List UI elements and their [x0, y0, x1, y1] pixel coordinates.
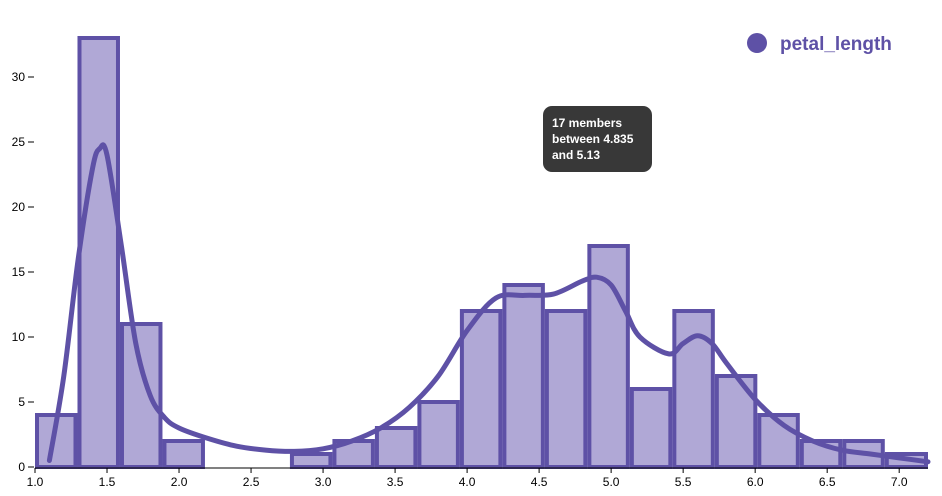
x-tick-label-12: 7.0	[891, 475, 908, 489]
histogram-bar-3[interactable]	[162, 439, 205, 469]
density-curve	[46, 142, 931, 465]
histogram-bar-1[interactable]	[77, 36, 120, 469]
x-tick-label-1: 1.5	[99, 475, 116, 489]
legend-label: petal_length	[780, 34, 892, 55]
y-tick-label-4: 20	[12, 200, 26, 214]
x-tick-label-8: 5.0	[603, 475, 620, 489]
x-tick-label-6: 4.0	[459, 475, 476, 489]
histogram-bar-2[interactable]	[119, 322, 163, 469]
y-axis: 0 5 10 15 20 25 30	[12, 70, 34, 474]
tooltip-line-1: 17 members	[552, 116, 622, 130]
x-tick-label-10: 6.0	[747, 475, 764, 489]
histogram-bar-6[interactable]	[289, 452, 333, 469]
y-tick-label-2: 10	[12, 330, 26, 344]
x-tick-label-2: 2.0	[171, 475, 188, 489]
x-tick-label-3: 2.5	[243, 475, 260, 489]
tooltip-line-3: and 5.13	[552, 148, 600, 162]
y-tick-label-5: 25	[12, 135, 26, 149]
x-tick-label-11: 6.5	[819, 475, 836, 489]
histogram-bar-11[interactable]	[502, 283, 545, 469]
x-tick-label-5: 3.5	[387, 475, 404, 489]
y-tick-label-0: 0	[18, 460, 25, 474]
histogram-bar-10[interactable]	[459, 309, 503, 469]
histogram-bar-9[interactable]	[417, 400, 460, 469]
x-tick-label-9: 5.5	[675, 475, 692, 489]
histogram-bar-15[interactable]	[672, 309, 715, 469]
y-tick-label-3: 15	[12, 265, 26, 279]
x-tick-label-4: 3.0	[315, 475, 332, 489]
y-tick-label-6: 30	[12, 70, 26, 84]
legend[interactable]: petal_length	[747, 33, 892, 55]
histogram-bars	[35, 36, 929, 469]
legend-dot-icon	[747, 33, 767, 53]
tooltip: 17 members between 4.835 and 5.13	[543, 106, 652, 172]
histogram-bar-8[interactable]	[374, 426, 418, 469]
x-tick-label-0: 1.0	[27, 475, 44, 489]
histogram-bar-14[interactable]	[629, 387, 673, 469]
x-axis: 1.0 1.5 2.0 2.5 3.0 3.5 4.0 4.5 5.0 5.5 6.0 6.5 7.0	[27, 467, 928, 489]
y-tick-label-1: 5	[18, 395, 25, 409]
x-tick-label-7: 4.5	[531, 475, 548, 489]
histogram-bar-12[interactable]	[544, 309, 588, 469]
tooltip-background	[543, 106, 652, 172]
tooltip-line-2: between 4.835	[552, 132, 634, 146]
